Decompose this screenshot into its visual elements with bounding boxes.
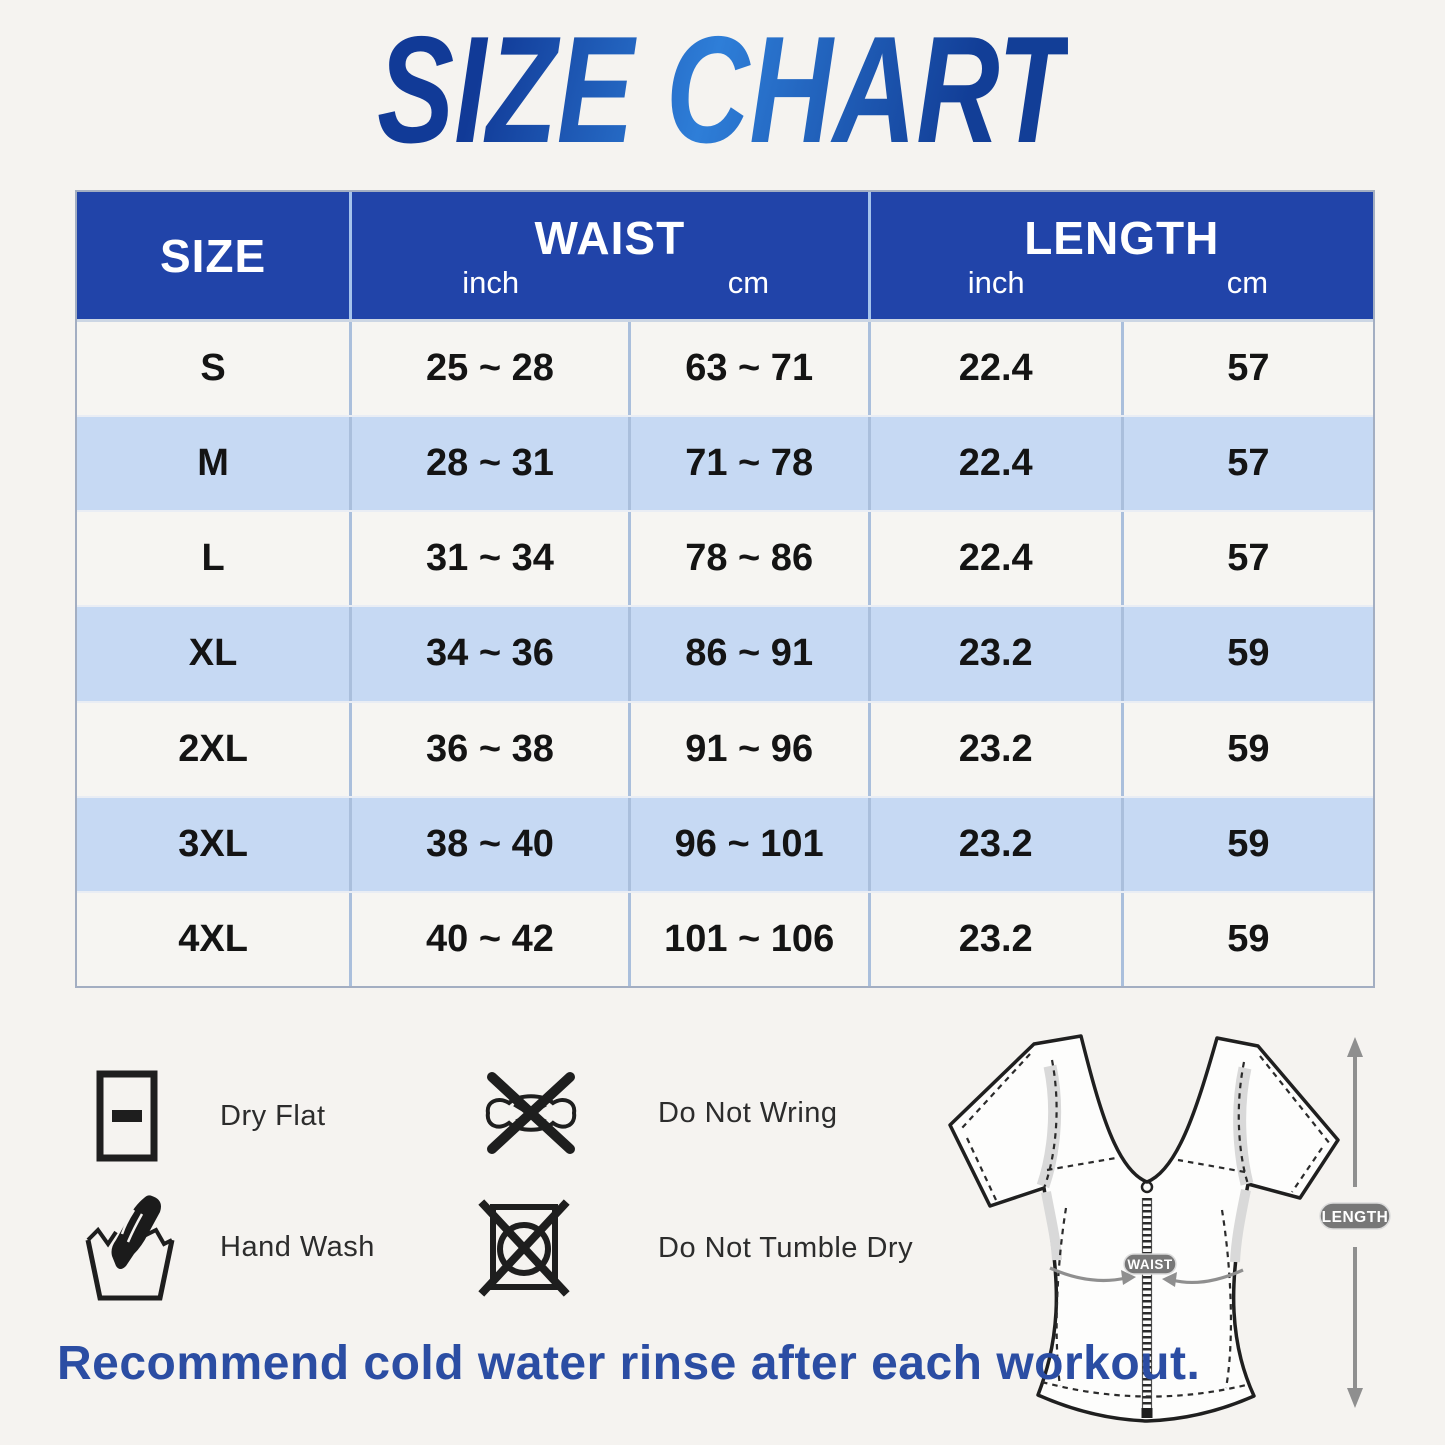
table-row-2xl: 2XL 36 ~ 38 91 ~ 96 23.2 59 [77,700,1373,796]
header-group-length: LENGTH inch cm [867,192,1373,319]
table-row-xl: XL 34 ~ 36 86 ~ 91 23.2 59 [77,605,1373,701]
waist-arrowhead-right [1121,1270,1136,1285]
care-label: Dry Flat [220,1099,326,1132]
cell-length-inch: 23.2 [867,607,1121,701]
cell-size: L [201,537,225,580]
table-body: S 25 ~ 28 63 ~ 71 22.4 57 M 28 ~ 31 71 ~… [77,322,1373,986]
waist-badge: WAIST [1123,1253,1177,1275]
care-label: Do Not Tumble Dry [658,1231,914,1264]
cell-size: M [197,442,229,485]
cell-waist-cm: 91 ~ 96 [627,702,868,796]
cell-size: XL [188,632,238,675]
zipper-pull-icon [1140,1180,1154,1194]
page-title: SIZE CHART [0,14,1445,166]
cell-length-inch: 22.4 [867,322,1121,416]
cell-length-cm: 57 [1120,322,1373,416]
cell-length-cm: 59 [1120,607,1373,701]
table-row-4xl: 4XL 40 ~ 42 101 ~ 106 23.2 59 [77,890,1373,986]
cell-length-inch: 22.4 [867,512,1121,606]
cell-waist-inch: 40 ~ 42 [349,892,628,986]
size-chart-title: SIZE CHART [376,5,1069,175]
seam-shading [1036,1064,1254,1263]
cell-length-cm: 57 [1120,512,1373,606]
length-arrowhead-down [1347,1388,1363,1408]
do-not-tumble-dry-icon [478,1197,658,1299]
cell-length-inch: 23.2 [867,892,1121,986]
do-not-wring-icon [478,1071,658,1155]
cell-length-cm: 59 [1120,702,1373,796]
header-length: LENGTH [1024,212,1220,265]
footer-note: Recommend cold water rinse after each wo… [57,1337,1201,1390]
waist-badge-label: WAIST [1127,1257,1173,1272]
header-waist-inch: inch [462,264,520,300]
care-label: Hand Wash [220,1230,375,1263]
cell-waist-inch: 25 ~ 28 [349,322,628,416]
cell-waist-inch: 34 ~ 36 [349,607,628,701]
dry-flat-icon [95,1070,220,1162]
length-badge-label: LENGTH [1322,1209,1389,1226]
cell-waist-inch: 31 ~ 34 [349,512,628,606]
cell-length-cm: 59 [1120,797,1373,891]
header-size: SIZE [159,229,267,282]
table-row-s: S 25 ~ 28 63 ~ 71 22.4 57 [77,322,1373,416]
table-row-m: M 28 ~ 31 71 ~ 78 22.4 57 [77,415,1373,511]
cell-waist-inch: 36 ~ 38 [349,702,628,796]
cell-size: 2XL [178,727,248,770]
cell-length-cm: 57 [1120,417,1373,511]
length-arrowhead-up [1347,1037,1363,1057]
zipper [1140,1180,1154,1418]
cell-waist-cm: 63 ~ 71 [627,322,868,416]
cell-size: 3XL [178,822,248,865]
cell-waist-cm: 78 ~ 86 [627,512,868,606]
care-item-do-not-wring: Do Not Wring [478,1068,838,1158]
header-waist: WAIST [534,212,686,265]
table-row-l: L 31 ~ 34 78 ~ 86 22.4 57 [77,510,1373,606]
size-chart-table: SIZE WAIST inch cm LENGTH inch cm S 25 ~… [75,190,1375,988]
cell-length-inch: 22.4 [867,417,1121,511]
cell-length-cm: 59 [1120,892,1373,986]
header-length-inch: inch [967,264,1025,300]
care-item-dry-flat: Dry Flat [95,1068,326,1164]
cell-waist-inch: 28 ~ 31 [349,417,628,511]
care-label: Do Not Wring [658,1096,838,1129]
cell-waist-cm: 101 ~ 106 [627,892,868,986]
length-badge: LENGTH [1319,1202,1391,1230]
cell-waist-cm: 71 ~ 78 [627,417,868,511]
care-item-hand-wash: Hand Wash [82,1188,375,1306]
hand-wash-icon [82,1188,220,1306]
header-group-waist: WAIST inch cm [349,192,867,319]
cell-waist-cm: 96 ~ 101 [627,797,868,891]
cell-waist-cm: 86 ~ 91 [627,607,868,701]
waist-arrowhead-left [1162,1272,1177,1287]
table-row-3xl: 3XL 38 ~ 40 96 ~ 101 23.2 59 [77,795,1373,891]
header-waist-cm: cm [727,264,770,300]
waist-arrows [1049,1266,1244,1285]
cell-size: S [200,347,226,390]
header-length-cm: cm [1226,264,1269,300]
care-item-do-not-tumble-dry: Do Not Tumble Dry [478,1196,913,1300]
cell-length-inch: 23.2 [867,797,1121,891]
garment-illustration: WAIST LENGTH [948,1034,1391,1423]
cell-waist-inch: 38 ~ 40 [349,797,628,891]
cell-size: 4XL [178,917,248,960]
cell-length-inch: 23.2 [867,702,1121,796]
table-header-row: SIZE WAIST inch cm LENGTH inch cm [77,192,1373,322]
